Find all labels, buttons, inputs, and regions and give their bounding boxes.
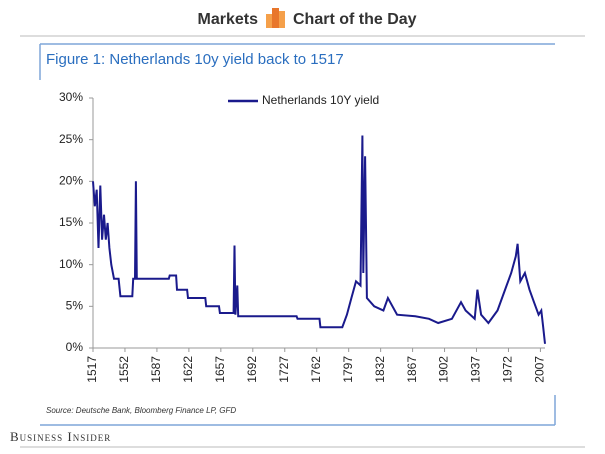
header-right: Chart of the Day [293, 11, 417, 28]
legend-label: Netherlands 10Y yield [262, 93, 379, 107]
source: Source: Deutsche Bank, Bloomberg Finance… [46, 406, 236, 415]
x-tick-label: 1797 [341, 356, 355, 383]
x-tick-label: 1902 [437, 356, 451, 383]
header-left: Markets [198, 11, 259, 28]
x-tick-label: 1692 [245, 356, 259, 383]
x-tick-label: 1867 [405, 356, 419, 383]
x-tick-label: 1762 [309, 356, 323, 383]
figure-title: Figure 1: Netherlands 10y yield back to … [46, 51, 344, 68]
x-tick-label: 2007 [533, 356, 547, 383]
brand: Business Insider [10, 429, 111, 444]
x-tick-label: 1622 [181, 356, 195, 383]
y-tick-label: 20% [59, 174, 83, 188]
y-tick-label: 10% [59, 257, 83, 271]
series-line [92, 135, 546, 344]
x-tick-label: 1552 [117, 356, 131, 383]
figure-frame [39, 43, 556, 426]
y-tick-label: 0% [66, 340, 84, 354]
y-tick-label: 30% [59, 90, 83, 104]
y-tick-label: 5% [66, 299, 84, 313]
header-icon [266, 8, 285, 28]
x-tick-label: 1937 [469, 356, 483, 383]
x-tick-label: 1727 [277, 356, 291, 383]
x-tick-label: 1517 [85, 356, 99, 383]
y-tick-label: 15% [59, 215, 83, 229]
x-tick-label: 1972 [501, 356, 515, 383]
x-tick-label: 1657 [213, 356, 227, 383]
y-tick-label: 25% [59, 132, 83, 146]
x-tick-label: 1832 [373, 356, 387, 383]
x-tick-label: 1587 [149, 356, 163, 383]
